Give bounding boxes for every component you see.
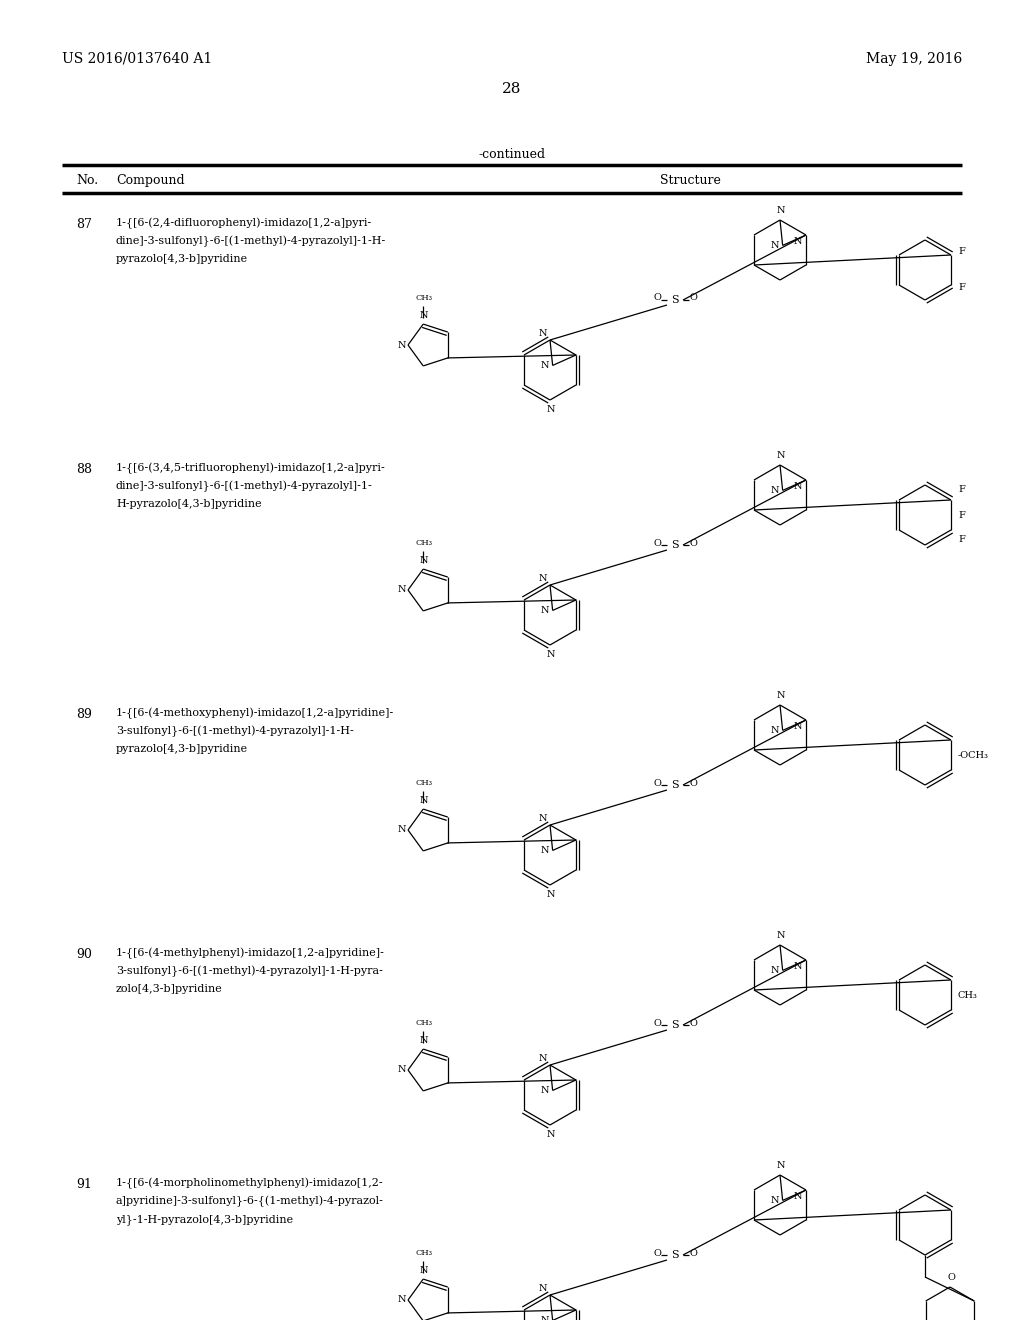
Text: O: O (653, 1249, 660, 1258)
Text: N: N (540, 606, 549, 615)
Text: -OCH₃: -OCH₃ (958, 751, 989, 759)
Text: N: N (777, 690, 785, 700)
Text: N: N (547, 649, 555, 659)
Text: N: N (547, 890, 555, 899)
Text: F: F (958, 536, 965, 544)
Text: O: O (689, 779, 697, 788)
Text: N: N (794, 962, 802, 972)
Text: O: O (653, 779, 660, 788)
Text: 91: 91 (76, 1177, 92, 1191)
Text: CH₃: CH₃ (958, 990, 978, 999)
Text: N: N (794, 482, 802, 491)
Text: -continued: -continued (478, 148, 546, 161)
Text: N: N (777, 451, 785, 459)
Text: CH₃: CH₃ (416, 1019, 433, 1027)
Text: N: N (539, 574, 547, 583)
Text: N: N (539, 1284, 547, 1294)
Text: pyrazolo[4,3-b]pyridine: pyrazolo[4,3-b]pyridine (116, 253, 248, 264)
Text: N: N (420, 556, 428, 565)
Text: O: O (653, 1019, 660, 1027)
Text: 28: 28 (503, 82, 521, 96)
Text: 89: 89 (76, 708, 92, 721)
Text: N: N (540, 360, 549, 370)
Text: dine]-3-sulfonyl}-6-[(1-methyl)-4-pyrazolyl]-1-H-: dine]-3-sulfonyl}-6-[(1-methyl)-4-pyrazo… (116, 236, 386, 247)
Text: N: N (540, 1316, 549, 1320)
Text: 87: 87 (76, 218, 92, 231)
Text: dine]-3-sulfonyl}-6-[(1-methyl)-4-pyrazolyl]-1-: dine]-3-sulfonyl}-6-[(1-methyl)-4-pyrazo… (116, 480, 373, 492)
Text: 1-{[6-(2,4-difluorophenyl)-imidazo[1,2-a]pyri-: 1-{[6-(2,4-difluorophenyl)-imidazo[1,2-a… (116, 218, 373, 230)
Text: CH₃: CH₃ (416, 779, 433, 787)
Text: N: N (547, 1130, 555, 1139)
Text: N: N (397, 1065, 406, 1074)
Text: May 19, 2016: May 19, 2016 (865, 51, 962, 66)
Text: N: N (420, 312, 428, 319)
Text: N: N (397, 341, 406, 350)
Text: N: N (770, 242, 778, 249)
Text: CH₃: CH₃ (416, 1249, 433, 1257)
Text: Structure: Structure (659, 174, 721, 187)
Text: N: N (420, 796, 428, 805)
Text: S: S (671, 780, 679, 789)
Text: N: N (770, 726, 778, 735)
Text: 3-sulfonyl}-6-[(1-methyl)-4-pyrazolyl]-1-H-pyra-: 3-sulfonyl}-6-[(1-methyl)-4-pyrazolyl]-1… (116, 966, 383, 977)
Text: N: N (397, 1295, 406, 1304)
Text: Compound: Compound (116, 174, 184, 187)
Text: O: O (689, 539, 697, 548)
Text: F: F (958, 486, 965, 495)
Text: 1-{[6-(4-morpholinomethylphenyl)-imidazo[1,2-: 1-{[6-(4-morpholinomethylphenyl)-imidazo… (116, 1177, 384, 1189)
Text: N: N (794, 722, 802, 731)
Text: O: O (653, 293, 660, 302)
Text: H-pyrazolo[4,3-b]pyridine: H-pyrazolo[4,3-b]pyridine (116, 499, 261, 510)
Text: N: N (777, 206, 785, 215)
Text: N: N (547, 405, 555, 414)
Text: zolo[4,3-b]pyridine: zolo[4,3-b]pyridine (116, 983, 223, 994)
Text: N: N (777, 931, 785, 940)
Text: F: F (958, 284, 965, 293)
Text: No.: No. (76, 174, 98, 187)
Text: N: N (794, 1192, 802, 1201)
Text: 88: 88 (76, 463, 92, 477)
Text: CH₃: CH₃ (416, 539, 433, 546)
Text: F: F (958, 511, 965, 520)
Text: S: S (671, 540, 679, 550)
Text: N: N (539, 329, 547, 338)
Text: N: N (540, 846, 549, 855)
Text: N: N (397, 586, 406, 594)
Text: N: N (420, 1266, 428, 1275)
Text: N: N (770, 966, 778, 975)
Text: 1-{[6-(4-methylphenyl)-imidazo[1,2-a]pyridine]-: 1-{[6-(4-methylphenyl)-imidazo[1,2-a]pyr… (116, 948, 385, 960)
Text: S: S (671, 1020, 679, 1030)
Text: pyrazolo[4,3-b]pyridine: pyrazolo[4,3-b]pyridine (116, 744, 248, 754)
Text: yl}-1-H-pyrazolo[4,3-b]pyridine: yl}-1-H-pyrazolo[4,3-b]pyridine (116, 1214, 293, 1225)
Text: S: S (671, 1250, 679, 1261)
Text: O: O (947, 1272, 955, 1282)
Text: N: N (794, 238, 802, 246)
Text: N: N (770, 1196, 778, 1205)
Text: O: O (689, 1249, 697, 1258)
Text: N: N (540, 1086, 549, 1094)
Text: O: O (689, 293, 697, 302)
Text: 90: 90 (76, 948, 92, 961)
Text: O: O (689, 1019, 697, 1027)
Text: N: N (397, 825, 406, 834)
Text: US 2016/0137640 A1: US 2016/0137640 A1 (62, 51, 212, 66)
Text: N: N (539, 1053, 547, 1063)
Text: 1-{[6-(4-methoxyphenyl)-imidazo[1,2-a]pyridine]-: 1-{[6-(4-methoxyphenyl)-imidazo[1,2-a]py… (116, 708, 394, 719)
Text: N: N (770, 486, 778, 495)
Text: N: N (420, 1036, 428, 1045)
Text: N: N (777, 1162, 785, 1170)
Text: N: N (539, 814, 547, 822)
Text: 1-{[6-(3,4,5-trifluorophenyl)-imidazo[1,2-a]pyri-: 1-{[6-(3,4,5-trifluorophenyl)-imidazo[1,… (116, 463, 386, 474)
Text: CH₃: CH₃ (416, 294, 433, 302)
Text: F: F (958, 248, 965, 256)
Text: O: O (653, 539, 660, 548)
Text: S: S (671, 294, 679, 305)
Text: 3-sulfonyl}-6-[(1-methyl)-4-pyrazolyl]-1-H-: 3-sulfonyl}-6-[(1-methyl)-4-pyrazolyl]-1… (116, 726, 353, 738)
Text: a]pyridine]-3-sulfonyl}-6-{(1-methyl)-4-pyrazol-: a]pyridine]-3-sulfonyl}-6-{(1-methyl)-4-… (116, 1196, 384, 1208)
